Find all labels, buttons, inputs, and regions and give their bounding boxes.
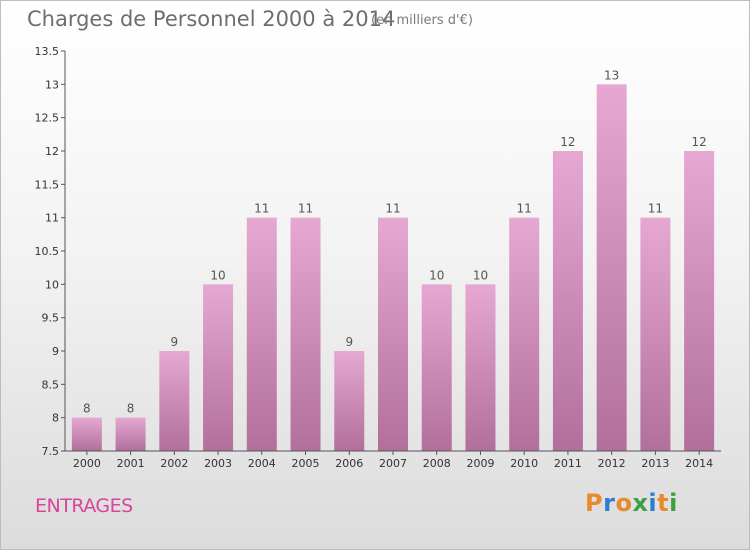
bar-2003 [203, 284, 234, 451]
bar-2000 [71, 417, 102, 451]
x-tick-label: 2000 [73, 457, 101, 470]
bar-value-label: 11 [517, 202, 532, 216]
bar-value-label: 10 [429, 268, 444, 282]
x-tick-label: 2010 [510, 457, 538, 470]
proxiti-logo[interactable]: Proxiti [585, 489, 678, 517]
x-tick-label: 2003 [204, 457, 232, 470]
logo-letter: o [615, 489, 633, 517]
y-tick-label: 11 [45, 212, 59, 225]
x-tick-label: 2014 [685, 457, 713, 470]
bar-2012 [596, 84, 627, 451]
bar-value-label: 8 [83, 402, 91, 416]
bar-value-label: 11 [648, 202, 663, 216]
bar-value-label: 11 [254, 202, 269, 216]
x-tick-label: 2001 [117, 457, 145, 470]
y-tick-label: 13 [45, 78, 59, 91]
bar-2011 [552, 151, 583, 451]
logo-letter: x [632, 489, 649, 517]
bar-value-label: 8 [127, 402, 135, 416]
y-tick-label: 9 [52, 345, 59, 358]
y-tick-label: 11.5 [35, 178, 60, 191]
logo-letter: t [657, 489, 670, 517]
bar-value-label: 10 [473, 268, 488, 282]
bar-2013 [640, 217, 671, 451]
bar-value-label: 12 [691, 135, 706, 149]
x-tick-label: 2002 [160, 457, 188, 470]
commune-name: ENTRAGES [35, 495, 133, 517]
x-tick-label: 2007 [379, 457, 407, 470]
x-tick-label: 2008 [423, 457, 451, 470]
logo-letter: i [648, 489, 658, 517]
y-tick-label: 10.5 [35, 245, 60, 258]
logo-letter: P [585, 489, 604, 517]
y-tick-label: 12 [45, 145, 59, 158]
x-tick-label: 2005 [292, 457, 320, 470]
logo-letter: i [669, 489, 678, 517]
bar-value-label: 9 [345, 335, 353, 349]
x-tick-label: 2013 [641, 457, 669, 470]
bar-2002 [159, 351, 190, 451]
bar-2010 [509, 217, 540, 451]
bar-value-label: 12 [560, 135, 575, 149]
x-tick-label: 2011 [554, 457, 582, 470]
y-tick-label: 8.5 [42, 378, 60, 391]
x-tick-label: 2004 [248, 457, 276, 470]
bar-2005 [290, 217, 321, 451]
y-tick-label: 7.5 [42, 445, 60, 458]
bar-value-label: 9 [171, 335, 179, 349]
bar-value-label: 11 [298, 202, 313, 216]
chart-unit: (en milliers d'€) [371, 13, 473, 28]
bar-value-label: 11 [385, 202, 400, 216]
bar-value-label: 13 [604, 68, 619, 82]
y-tick-label: 10 [45, 278, 59, 291]
bar-2014 [684, 151, 715, 451]
y-tick-label: 9.5 [42, 312, 60, 325]
bar-value-label: 10 [210, 268, 225, 282]
bar-2006 [334, 351, 365, 451]
chart-title: Charges de Personnel 2000 à 2014 [27, 7, 396, 31]
bar-2008 [421, 284, 452, 451]
bar-2001 [115, 417, 146, 451]
x-tick-label: 2012 [598, 457, 626, 470]
bar-2004 [246, 217, 277, 451]
x-tick-label: 2006 [335, 457, 363, 470]
bar-2009 [465, 284, 496, 451]
y-tick-label: 8 [52, 412, 59, 425]
x-tick-label: 2009 [466, 457, 494, 470]
bar-2007 [378, 217, 408, 451]
y-tick-label: 13.5 [35, 45, 60, 58]
y-tick-label: 12.5 [35, 112, 60, 125]
logo-letter: r [603, 489, 616, 517]
